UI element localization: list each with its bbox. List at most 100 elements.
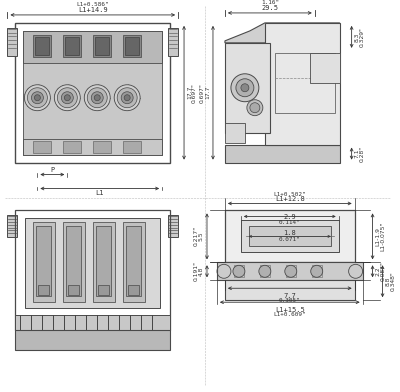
Text: 5.5: 5.5 — [199, 232, 204, 241]
Bar — [66, 227, 81, 296]
Text: 1.16": 1.16" — [261, 0, 279, 5]
Bar — [225, 145, 340, 163]
Circle shape — [121, 92, 133, 104]
Text: 0.114": 0.114" — [279, 220, 301, 225]
Bar — [34, 222, 55, 302]
Bar — [241, 220, 339, 252]
Circle shape — [24, 85, 50, 111]
Circle shape — [84, 85, 110, 111]
Text: 2.2: 2.2 — [376, 267, 380, 276]
Bar — [260, 265, 270, 277]
Bar — [249, 227, 331, 246]
Bar — [34, 35, 51, 57]
Circle shape — [34, 95, 40, 101]
Bar — [16, 315, 170, 330]
Bar — [310, 53, 340, 83]
Text: 0.697": 0.697" — [200, 83, 205, 103]
Circle shape — [241, 84, 249, 92]
Circle shape — [117, 88, 137, 108]
Text: 0.348": 0.348" — [390, 271, 396, 291]
Text: L1+0.609": L1+0.609" — [274, 312, 306, 317]
Bar — [225, 123, 245, 143]
Bar — [63, 35, 81, 57]
Bar — [123, 141, 141, 152]
Circle shape — [311, 265, 323, 277]
Bar — [234, 265, 244, 277]
Bar — [225, 43, 270, 132]
Circle shape — [250, 103, 260, 113]
Circle shape — [54, 85, 80, 111]
Text: 4.8: 4.8 — [199, 267, 204, 276]
Text: L1+15.5: L1+15.5 — [275, 307, 305, 313]
Text: L1+0.586": L1+0.586" — [76, 2, 109, 7]
Bar — [123, 222, 145, 302]
Bar — [93, 141, 111, 152]
Text: 7.7: 7.7 — [284, 293, 296, 299]
Bar — [26, 218, 160, 308]
Text: 2.9: 2.9 — [284, 214, 296, 220]
Bar — [24, 139, 162, 154]
Bar — [123, 35, 141, 57]
Text: 17.7: 17.7 — [187, 86, 192, 100]
Bar — [68, 285, 79, 295]
Bar — [93, 35, 111, 57]
Circle shape — [91, 92, 103, 104]
Bar — [8, 216, 18, 238]
Text: 8.3: 8.3 — [355, 32, 360, 42]
Bar — [16, 23, 170, 163]
Text: 0.087": 0.087" — [380, 261, 386, 281]
Circle shape — [114, 85, 140, 111]
Circle shape — [285, 265, 297, 277]
Bar — [275, 53, 335, 113]
Bar — [36, 227, 51, 296]
Bar — [168, 28, 178, 56]
Bar — [16, 330, 170, 350]
Text: 0.217": 0.217" — [194, 226, 199, 247]
Bar — [34, 141, 51, 152]
Text: 0.329": 0.329" — [360, 27, 365, 47]
Bar — [126, 227, 141, 296]
Text: L1-0.075": L1-0.075" — [380, 222, 386, 251]
Bar — [63, 141, 81, 152]
Bar — [98, 285, 109, 295]
Bar — [225, 280, 355, 300]
Text: 0.305": 0.305" — [279, 298, 301, 303]
Circle shape — [28, 88, 47, 108]
Text: L1-1.9: L1-1.9 — [376, 227, 380, 246]
Text: L1+0.502": L1+0.502" — [274, 192, 306, 197]
Text: 0.28": 0.28" — [360, 145, 365, 162]
Circle shape — [236, 79, 254, 97]
Circle shape — [233, 265, 245, 277]
Circle shape — [247, 100, 263, 116]
Text: 17.7: 17.7 — [205, 86, 210, 100]
Circle shape — [64, 95, 70, 101]
Bar — [38, 285, 49, 295]
Circle shape — [124, 95, 130, 101]
Circle shape — [61, 92, 73, 104]
Bar — [24, 31, 162, 154]
Circle shape — [231, 74, 259, 102]
Bar — [36, 37, 49, 55]
Bar — [95, 37, 109, 55]
Bar — [63, 222, 85, 302]
Bar — [217, 262, 363, 280]
Bar — [225, 211, 355, 262]
Circle shape — [87, 88, 107, 108]
Circle shape — [32, 92, 43, 104]
Bar — [286, 265, 296, 277]
Text: P: P — [50, 167, 54, 172]
Text: L1+12.8: L1+12.8 — [275, 196, 305, 203]
Text: L1: L1 — [96, 191, 104, 196]
Bar — [8, 28, 18, 56]
Bar — [125, 37, 139, 55]
Bar — [265, 23, 340, 145]
Bar — [93, 222, 115, 302]
Text: 1.8: 1.8 — [284, 230, 296, 236]
Text: 0.697": 0.697" — [192, 83, 197, 103]
Text: L1+14.9: L1+14.9 — [78, 7, 108, 13]
Circle shape — [57, 88, 77, 108]
Text: 8.8: 8.8 — [386, 277, 390, 286]
Circle shape — [94, 95, 100, 101]
Circle shape — [259, 265, 271, 277]
Bar — [168, 216, 178, 238]
